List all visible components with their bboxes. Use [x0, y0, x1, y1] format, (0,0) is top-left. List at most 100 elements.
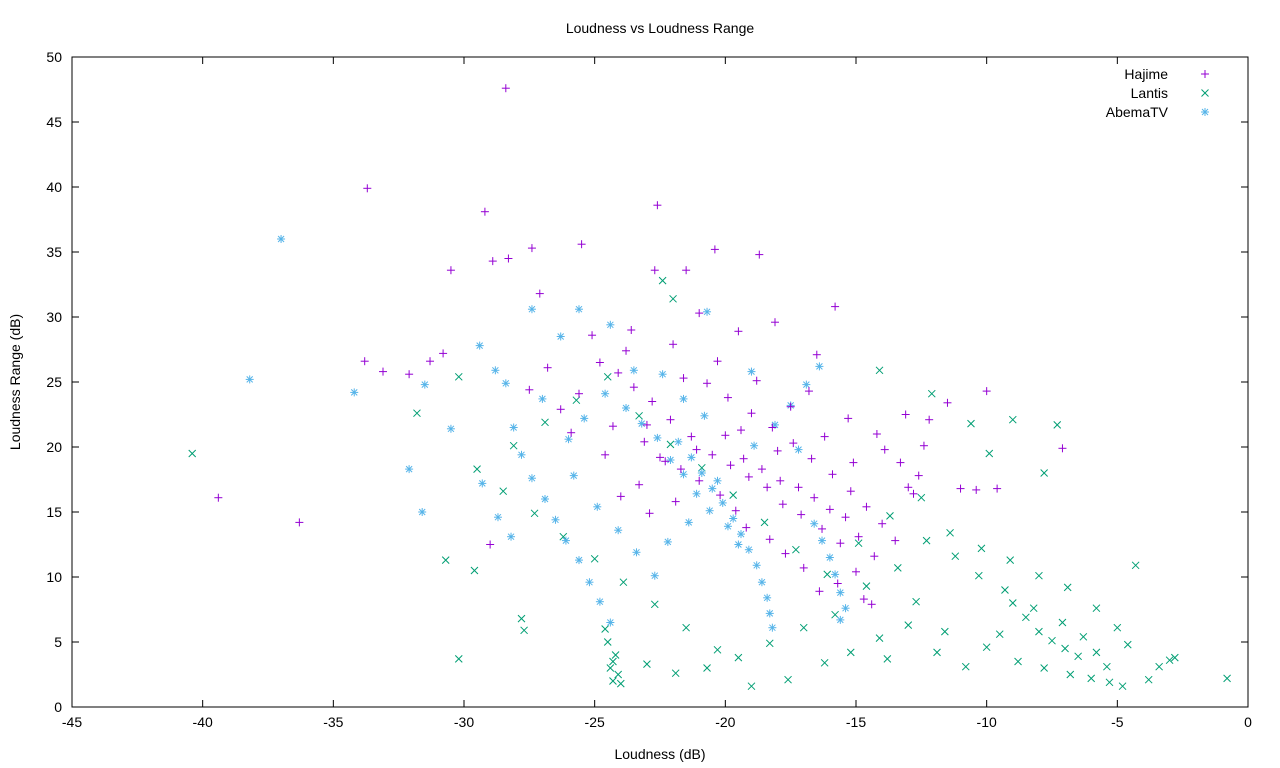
point-hajime [661, 457, 670, 466]
point-hajime [723, 393, 732, 402]
point-hajime [653, 201, 662, 210]
point-abematv [637, 419, 646, 428]
point-abematv [418, 508, 427, 516]
point-abematv [831, 570, 840, 579]
point-lantis [1006, 556, 1015, 564]
point-hajime [752, 376, 761, 385]
point-hajime [648, 397, 657, 406]
point-hajime [737, 426, 746, 435]
point-hajime [703, 379, 712, 388]
point-lantis [499, 487, 508, 496]
point-hajime [574, 389, 583, 398]
point-lantis [650, 600, 659, 609]
legend-marker-hajime [1201, 70, 1209, 78]
y-tick-label: 0 [54, 699, 62, 715]
point-abematv [475, 341, 484, 350]
point-hajime [831, 302, 840, 311]
point-abematv [841, 604, 850, 613]
point-abematv [574, 556, 583, 565]
point-lantis [946, 528, 954, 537]
point-lantis [1113, 623, 1122, 632]
x-axis-label: Loudness (dB) [614, 746, 705, 762]
point-lantis [509, 441, 518, 450]
point-lantis [454, 372, 463, 381]
point-lantis [590, 554, 599, 563]
point-hajime [880, 445, 889, 454]
point-abematv [836, 588, 845, 597]
point-hajime [770, 318, 779, 327]
point-lantis [933, 648, 941, 657]
point-lantis [1170, 653, 1179, 662]
point-lantis [1123, 640, 1132, 649]
x-tick-label: -5 [1111, 714, 1124, 730]
point-abematv [802, 380, 811, 389]
point-hajime [849, 458, 858, 467]
point-abematv [818, 536, 827, 545]
point-hajime [608, 422, 617, 431]
point-lantis [1165, 656, 1174, 665]
point-abematv [585, 578, 594, 587]
point-lantis [658, 276, 667, 285]
point-hajime [721, 431, 730, 440]
point-lantis [917, 493, 926, 502]
point-hajime [692, 445, 701, 454]
y-tick-label: 50 [46, 49, 62, 65]
point-hajime [527, 244, 536, 253]
point-hajime [731, 506, 740, 515]
y-tick-label: 40 [46, 179, 62, 195]
point-lantis [619, 578, 628, 587]
point-lantis [671, 669, 680, 678]
point-hajime [794, 483, 803, 492]
point-hajime [214, 493, 223, 502]
point-hajime [295, 518, 304, 527]
point-lantis [886, 512, 894, 520]
point-lantis [977, 544, 986, 553]
point-hajime [854, 532, 863, 541]
point-lantis [1092, 648, 1101, 657]
point-abematv [825, 553, 834, 562]
point-hajime [867, 600, 876, 609]
point-lantis [875, 366, 884, 375]
point-abematv [564, 435, 573, 444]
point-lantis [1022, 613, 1030, 622]
point-hajime [695, 309, 704, 318]
point-hajime [635, 480, 644, 489]
point-abematv [509, 423, 518, 432]
point-abematv [687, 453, 696, 462]
x-tick-label: -30 [454, 714, 474, 730]
point-hajime [676, 465, 685, 474]
point-hajime [726, 461, 735, 470]
point-hajime [504, 254, 513, 263]
point-lantis [922, 536, 931, 545]
point-hajime [716, 491, 725, 500]
point-lantis [441, 556, 450, 564]
point-abematv [752, 561, 761, 570]
point-lantis [1066, 670, 1075, 679]
point-abematv [744, 545, 753, 554]
point-lantis [883, 655, 892, 663]
point-lantis [1118, 682, 1127, 691]
point-lantis [1061, 644, 1069, 653]
point-hajime [776, 476, 785, 485]
point-hajime [501, 84, 510, 93]
point-abematv [757, 578, 766, 587]
y-tick-label: 5 [54, 634, 62, 650]
point-lantis [606, 664, 615, 672]
point-abematv [614, 526, 623, 535]
point-hajime [807, 454, 816, 463]
point-lantis [635, 411, 643, 420]
point-abematv [527, 474, 536, 483]
point-hajime [378, 367, 387, 376]
point-lantis [473, 465, 481, 473]
point-hajime [773, 446, 782, 455]
point-lantis [1087, 674, 1096, 683]
point-hajime [747, 409, 756, 418]
data-points [188, 84, 1231, 691]
point-lantis [1063, 583, 1072, 592]
point-lantis [912, 597, 920, 606]
x-tick-label: -40 [193, 714, 213, 730]
legend-marker-lantis [1201, 89, 1209, 97]
point-hajime [956, 484, 965, 493]
point-lantis [1058, 618, 1067, 627]
